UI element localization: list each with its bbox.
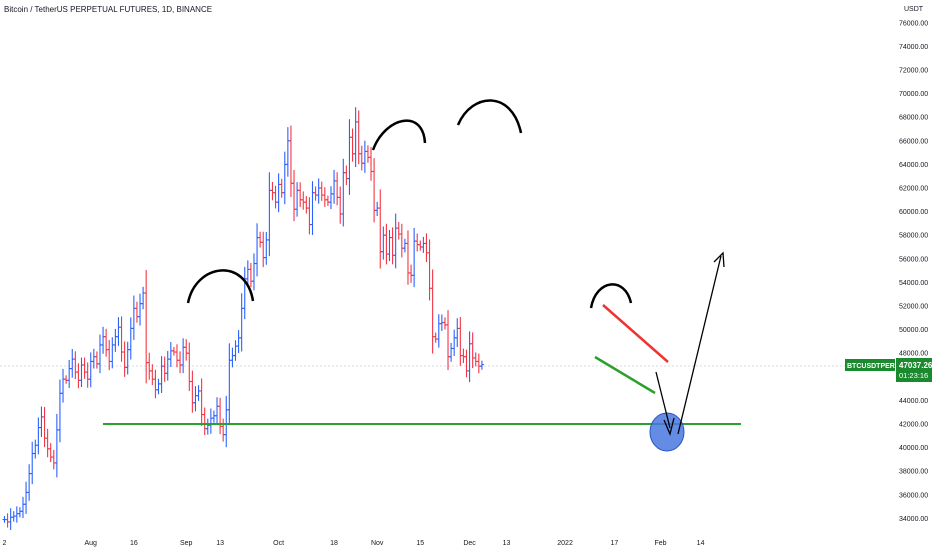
x-tick-label: 13: [216, 540, 224, 547]
symbol-tag: BTCUSDTPERP: [847, 363, 900, 370]
x-tick-label: Oct: [273, 540, 284, 547]
y-tick-label: 36000.00: [899, 492, 928, 499]
price-tag[interactable]: BTCUSDTPERP 47037.26 01:23:16: [845, 358, 932, 382]
y-tick-label: 76000.00: [899, 20, 928, 27]
head-arc[interactable]: [456, 99, 523, 134]
ohlc-bars: [2, 107, 484, 531]
x-tick-label: 16: [130, 540, 138, 547]
x-tick-label: Nov: [371, 540, 384, 547]
x-tick-label: Feb: [655, 540, 667, 547]
x-tick-label: 18: [330, 540, 338, 547]
y-tick-label: 48000.00: [899, 351, 928, 358]
countdown-label: 01:23:16: [899, 371, 928, 380]
time-axis[interactable]: 2 Aug 16 Sep 13 Oct 18 Nov 15 Dec 13 2022 17 Feb 14: [3, 540, 705, 547]
y-tick-label: 70000.00: [899, 91, 928, 98]
target-circle[interactable]: [649, 412, 685, 452]
y-tick-label: 44000.00: [899, 398, 928, 405]
y-tick-label: 60000.00: [899, 209, 928, 216]
right-shoulder-arc[interactable]: [589, 283, 633, 309]
upper-trendline[interactable]: [602, 304, 669, 363]
y-tick-label: 74000.00: [899, 44, 928, 51]
down-arrow-line[interactable]: [655, 371, 671, 429]
y-tick-label: 56000.00: [899, 256, 928, 263]
x-tick-label: 2: [3, 540, 7, 547]
currency-label: USDT: [904, 6, 924, 13]
left-peak-arc[interactable]: [371, 119, 427, 151]
x-tick-label: 17: [610, 540, 618, 547]
up-arrow-head: [713, 251, 725, 268]
left-shoulder-arc[interactable]: [186, 269, 255, 304]
y-tick-label: 68000.00: [899, 115, 928, 122]
y-tick-label: 42000.00: [899, 422, 928, 429]
symbol-tag-bg: [845, 359, 895, 371]
x-tick-label: Dec: [463, 540, 476, 547]
price-tag-bg: [896, 358, 932, 382]
x-tick-label: 14: [697, 540, 705, 547]
ohlc-bar: [479, 360, 484, 370]
current-price-label: 47037.26: [899, 361, 932, 370]
drawings[interactable]: [103, 99, 741, 452]
x-tick-label: Sep: [180, 540, 193, 547]
y-tick-label: 40000.00: [899, 445, 928, 452]
up-arrow-line[interactable]: [677, 255, 722, 435]
y-tick-label: 54000.00: [899, 280, 928, 287]
y-tick-label: 64000.00: [899, 162, 928, 169]
y-tick-label: 38000.00: [899, 469, 928, 476]
y-tick-label: 72000.00: [899, 68, 928, 75]
lower-trendline[interactable]: [594, 355, 656, 395]
x-tick-label: 15: [416, 540, 424, 547]
chart-title: Bitcoin / TetherUS PERPETUAL FUTURES, 1D…: [4, 5, 213, 14]
y-tick-label: 52000.00: [899, 304, 928, 311]
y-tick-label: 34000.00: [899, 516, 928, 523]
x-tick-label: 2022: [557, 540, 573, 547]
y-tick-label: 58000.00: [899, 233, 928, 240]
x-tick-label: 13: [503, 540, 511, 547]
x-tick-label: Aug: [85, 540, 98, 547]
y-tick-label: 66000.00: [899, 138, 928, 145]
y-tick-label: 50000.00: [899, 327, 928, 334]
down-arrow-head: [663, 417, 675, 437]
y-tick-label: 62000.00: [899, 186, 928, 193]
